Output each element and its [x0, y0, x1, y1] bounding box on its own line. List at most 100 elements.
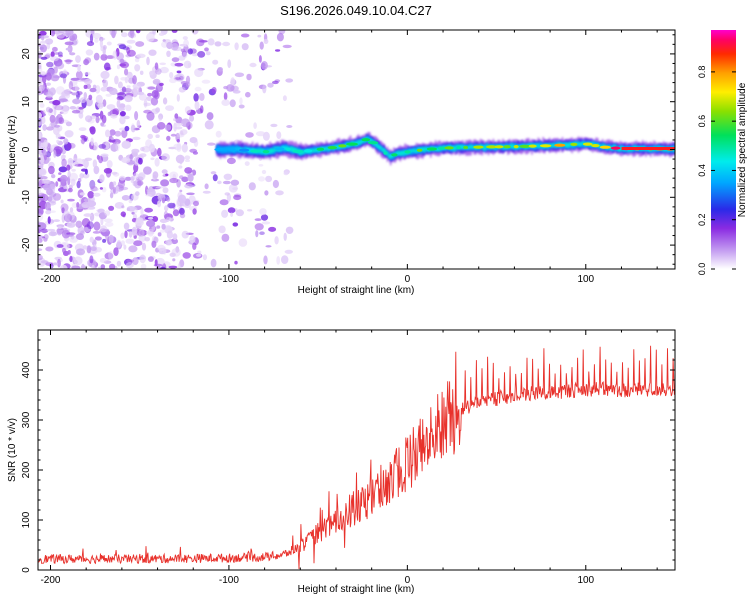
- noise-blob: [38, 112, 42, 119]
- noise-blob: [140, 146, 145, 152]
- noise-blob: [158, 113, 164, 120]
- ridge-cell: [386, 151, 389, 156]
- noise-blob: [176, 70, 182, 74]
- noise-blob: [60, 264, 68, 269]
- noise-blob: [275, 190, 284, 196]
- noise-blob: [79, 197, 88, 204]
- noise-blob: [52, 193, 62, 201]
- y-tick-label: 300: [21, 411, 32, 428]
- noise-blob: [180, 130, 184, 136]
- noise-blob: [106, 104, 116, 110]
- noise-blob: [238, 238, 248, 247]
- noise-blob: [42, 109, 46, 117]
- noise-blob: [136, 119, 141, 128]
- noise-blob: [171, 248, 181, 257]
- noise-blob: [146, 111, 155, 121]
- noise-blob: [108, 251, 114, 260]
- ridge-peak: [582, 142, 593, 146]
- noise-blob: [103, 62, 111, 71]
- ridge-cell: [483, 145, 485, 151]
- noise-blob: [180, 81, 188, 85]
- noise-blob: [235, 209, 244, 217]
- noise-blob: [52, 99, 61, 106]
- noise-blob: [141, 242, 147, 251]
- noise-blob: [100, 54, 108, 61]
- noise-blob: [44, 201, 51, 211]
- noise-blob: [117, 180, 125, 189]
- noise-blob: [111, 171, 118, 175]
- ridge-peak: [338, 144, 347, 148]
- noise-blob: [112, 186, 116, 194]
- ridge-peak: [367, 141, 379, 145]
- noise-blob: [100, 46, 104, 52]
- noise-blob: [49, 196, 57, 204]
- ridge-cell: [402, 151, 405, 156]
- y-tick-label: 10: [21, 96, 32, 108]
- noise-blob: [83, 213, 92, 217]
- noise-blob: [113, 247, 119, 256]
- noise-blob: [57, 51, 63, 57]
- noise-blob: [71, 109, 81, 114]
- noise-blob: [187, 62, 192, 68]
- noise-blob: [38, 86, 42, 96]
- noise-blob: [99, 38, 103, 48]
- noise-blob: [151, 93, 156, 96]
- ridge-cell: [237, 147, 239, 151]
- ridge-cell: [291, 147, 294, 153]
- ridge-cell: [609, 146, 612, 151]
- ridge-cell: [577, 142, 580, 146]
- noise-blob: [166, 196, 171, 202]
- noise-blob: [166, 216, 172, 222]
- noise-blob: [54, 256, 62, 261]
- ridge-cell: [238, 146, 241, 152]
- noise-blob: [63, 185, 68, 190]
- noise-blob: [38, 66, 43, 74]
- noise-blob: [40, 44, 47, 53]
- spectrogram-x-label: Height of straight line (km): [298, 285, 415, 296]
- noise-blob: [145, 139, 153, 149]
- y-tick-label: 400: [21, 361, 32, 378]
- noise-blob: [83, 84, 88, 89]
- ridge-peak: [503, 145, 511, 149]
- noise-blob: [159, 218, 168, 223]
- ridge-cell: [438, 147, 440, 152]
- noise-blob: [156, 225, 161, 229]
- noise-blob: [109, 129, 116, 136]
- noise-blob: [49, 114, 56, 124]
- ridge-cell: [423, 147, 426, 153]
- noise-blob: [179, 175, 184, 180]
- noise-blob: [274, 236, 279, 245]
- x-tick-label: -100: [219, 575, 239, 586]
- noise-blob: [38, 254, 43, 261]
- colorbar-tick-label: 0.6: [697, 115, 707, 128]
- noise-blob: [85, 115, 93, 123]
- noise-blob: [264, 190, 269, 196]
- noise-blob: [38, 198, 42, 205]
- ridge-cell: [455, 145, 458, 149]
- noise-blob: [148, 49, 157, 56]
- noise-blob: [174, 126, 183, 130]
- ridge-cell: [370, 138, 373, 142]
- noise-blob: [248, 182, 256, 191]
- noise-blob: [232, 187, 239, 191]
- noise-blob: [265, 175, 273, 183]
- noise-blob: [159, 62, 166, 66]
- noise-blob: [112, 50, 118, 60]
- noise-blob: [123, 244, 127, 250]
- noise-blob: [72, 98, 81, 105]
- noise-blob: [54, 105, 64, 111]
- x-tick-label: 0: [405, 274, 411, 285]
- ridge-cell: [312, 149, 315, 153]
- noise-blob: [45, 262, 55, 266]
- noise-blob: [38, 248, 43, 252]
- noise-blob: [222, 41, 231, 47]
- noise-blob: [285, 226, 294, 234]
- noise-blob: [146, 219, 156, 228]
- noise-blob: [53, 107, 57, 116]
- noise-blob: [80, 139, 85, 145]
- noise-blob: [88, 94, 93, 101]
- ridge-cell: [226, 146, 228, 151]
- noise-blob: [92, 159, 98, 168]
- noise-blob: [89, 87, 97, 93]
- noise-blob: [57, 30, 68, 34]
